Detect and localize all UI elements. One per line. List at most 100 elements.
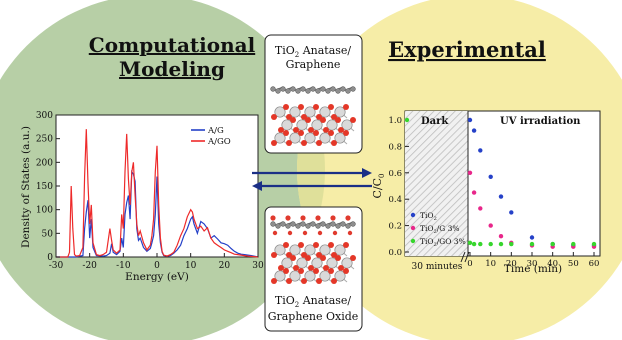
titanium-atom bbox=[274, 106, 286, 118]
oxygen-atom bbox=[338, 265, 344, 271]
oxygen-atom bbox=[343, 104, 349, 110]
degradation-chart: Dark UV irradiation 0.0 0.2 0.4 0.6 0.8 1.0 0… bbox=[371, 110, 601, 275]
carbon-atom bbox=[330, 86, 336, 92]
carbon-atom bbox=[285, 223, 291, 229]
tio2-slab-bottom bbox=[271, 242, 356, 284]
titanium-atom bbox=[304, 270, 316, 282]
oxygen-atom bbox=[332, 230, 338, 236]
carbon-atom bbox=[350, 221, 356, 227]
deg-ytick-label: 0.2 bbox=[388, 222, 402, 232]
oxygen-atom bbox=[301, 278, 307, 284]
deg-point-series-0 bbox=[478, 148, 483, 153]
oxygen-atom bbox=[272, 230, 278, 236]
titanium-atom bbox=[274, 270, 286, 282]
carbon-atom bbox=[335, 223, 341, 229]
carbon-atom bbox=[275, 88, 281, 94]
deg-xlabel: Time (min) bbox=[504, 263, 562, 275]
oxygen-atom bbox=[290, 117, 296, 123]
oxygen-atom bbox=[298, 130, 304, 136]
titanium-atom bbox=[319, 106, 331, 118]
dos-xtick-label: 20 bbox=[219, 261, 231, 271]
deg-xtick-label: 50 bbox=[568, 259, 579, 269]
oxygen-atom bbox=[283, 242, 289, 248]
deg-point-series-0 bbox=[471, 128, 477, 133]
deg-axis-break-right bbox=[464, 251, 470, 263]
titanium-atom bbox=[289, 270, 301, 282]
dos-xtick-label: -30 bbox=[49, 261, 64, 271]
oxygen-atom bbox=[328, 242, 334, 248]
deg-ytick-label: 0.6 bbox=[388, 169, 402, 179]
deg-legend-tio2-g-label: TiO2/G 3% bbox=[420, 224, 460, 235]
oxygen-atom bbox=[290, 255, 296, 261]
top-structure-box: TiO2 Anatase/ Graphene bbox=[264, 34, 363, 154]
dos-xlabel: Energy (eV) bbox=[125, 271, 189, 283]
left-title-line2: Modeling bbox=[119, 57, 225, 81]
carbon-atom bbox=[280, 86, 286, 92]
carbon-atom bbox=[285, 88, 291, 94]
carbon-atom bbox=[270, 86, 276, 92]
bottom-box-title-line2: Graphene Oxide bbox=[268, 310, 359, 323]
deg-xtick-label: 10 bbox=[485, 259, 496, 269]
dos-ytick-label: 250 bbox=[36, 135, 53, 145]
titanium-atom bbox=[289, 244, 301, 256]
oxygen-atom bbox=[298, 104, 304, 110]
carbon-atom bbox=[270, 221, 276, 227]
oxygen-atom bbox=[317, 230, 323, 236]
oxygen-atom bbox=[338, 127, 344, 133]
deg-point-series-1 bbox=[488, 223, 493, 228]
oxygen-atom bbox=[308, 265, 314, 271]
carbon-atom bbox=[300, 221, 306, 227]
deg-point-series-2 bbox=[467, 240, 473, 245]
oxygen-atom bbox=[301, 140, 307, 146]
deg-ytick-label: 1.0 bbox=[388, 116, 402, 126]
oxygen-atom bbox=[315, 215, 321, 221]
deg-ytick-label: 0.8 bbox=[388, 142, 402, 152]
uv-label: UV irradiation bbox=[500, 116, 581, 127]
oxygen-atom bbox=[313, 242, 319, 248]
deg-xtick-label: 30 bbox=[527, 259, 538, 269]
right-title: Experimental bbox=[388, 37, 546, 62]
deg-point-series-2 bbox=[498, 241, 504, 247]
deg-ylabel: C/C0 bbox=[371, 173, 386, 198]
exchange-arrows bbox=[252, 168, 372, 191]
oxygen-atom bbox=[316, 278, 322, 284]
carbon-atom bbox=[325, 88, 331, 94]
deg-point-series-2 bbox=[591, 241, 597, 247]
oxygen-atom bbox=[330, 215, 336, 221]
oxygen-atom bbox=[320, 117, 326, 123]
deg-xtick-label: 20 bbox=[506, 259, 517, 269]
titanium-atom bbox=[334, 132, 346, 144]
dos-xtick-label: 30 bbox=[252, 261, 264, 271]
dos-ytick-label: 0 bbox=[47, 253, 53, 263]
oxygen-atom bbox=[298, 242, 304, 248]
oxygen-atom bbox=[343, 242, 349, 248]
deg-point-series-0 bbox=[498, 194, 504, 199]
deg-point-series-1 bbox=[478, 206, 483, 211]
oxygen-atom bbox=[271, 114, 277, 120]
deg-legend-tio2-label: TiO2 bbox=[420, 211, 437, 222]
dos-ytick-label: 200 bbox=[36, 158, 53, 168]
carbon-atom bbox=[330, 221, 336, 227]
oxygen-atom bbox=[305, 255, 311, 261]
deg-point-series-0 bbox=[467, 117, 473, 123]
oxygen-atom bbox=[328, 130, 334, 136]
dos-legend-a-g-label: A/G bbox=[207, 126, 224, 136]
titanium-atom bbox=[334, 270, 346, 282]
carbon-atom bbox=[320, 86, 326, 92]
carbon-atom bbox=[345, 223, 351, 229]
deg-point-series-2 bbox=[478, 241, 483, 247]
tio2-slab-top bbox=[271, 104, 356, 146]
oxygen-atom bbox=[331, 140, 337, 146]
dos-ytick-label: 150 bbox=[36, 182, 53, 192]
dos-ylabel: Density of States (a.u.) bbox=[20, 126, 32, 248]
oxygen-atom bbox=[271, 140, 277, 146]
graphene-oxide-sheet-bottom bbox=[270, 215, 356, 236]
deg-point-series-1 bbox=[498, 234, 504, 239]
deg-legend-tio2-g-marker bbox=[410, 225, 416, 231]
titanium-atom bbox=[334, 106, 346, 118]
arrow-left-head-icon bbox=[252, 181, 262, 191]
carbon-atom bbox=[295, 223, 301, 229]
oxygen-atom bbox=[278, 265, 284, 271]
dos-ytick-label: 50 bbox=[42, 229, 54, 239]
dos-legend-a-go-label: A/GO bbox=[207, 137, 231, 147]
